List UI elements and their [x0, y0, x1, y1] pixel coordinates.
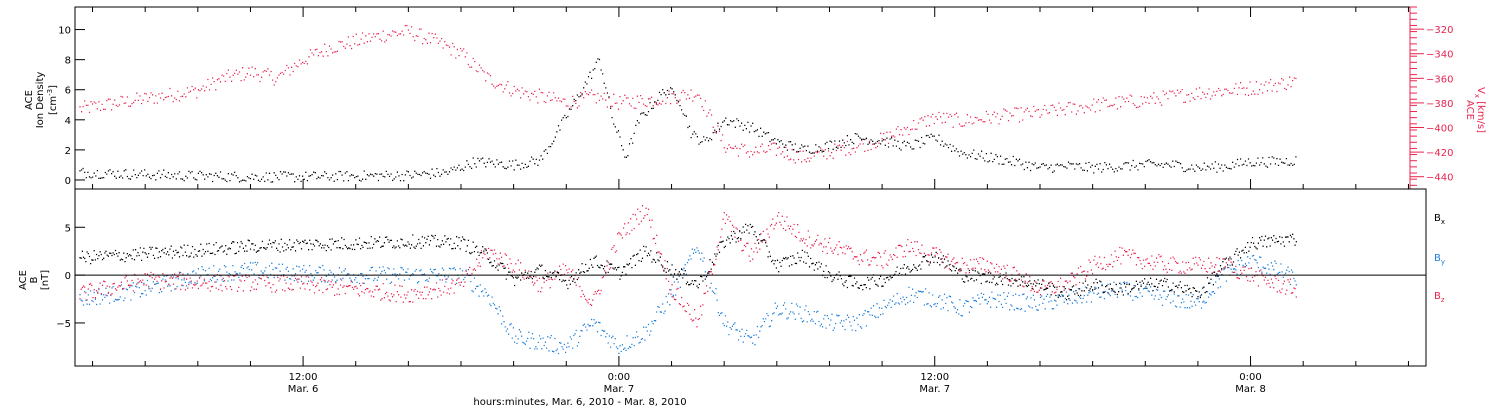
density-axis-label-line1: ACE — [24, 90, 35, 110]
density-points — [79, 58, 1297, 183]
density-tick-label: 0 — [65, 176, 71, 187]
vx-tick-label: −340 — [1426, 50, 1453, 61]
legend-by-sub: y — [1441, 258, 1445, 266]
vx-label-v: V — [1475, 87, 1486, 94]
top-panel-frame — [74, 6, 1411, 190]
density-axis-label-line2: Ion Density — [35, 72, 46, 129]
by-points — [79, 247, 1297, 355]
time-tick-label: 0:00 — [608, 372, 630, 383]
density-tick-label: 10 — [58, 26, 71, 37]
density-axis: 0 2 4 6 8 10 — [58, 26, 85, 187]
density-tick-label: 6 — [65, 86, 71, 97]
time-tick-date-label: Mar. 6 — [288, 384, 319, 395]
bz-series — [79, 205, 1297, 328]
legend: Bx By Bz — [1434, 213, 1445, 304]
b-axis-label-line1: ACE — [18, 270, 29, 290]
vx-tick-label: −400 — [1426, 124, 1453, 135]
legend-bz-b: B — [1434, 291, 1441, 302]
bx-points — [79, 223, 1297, 301]
bx-series — [79, 223, 1297, 301]
vx-tick-label: −440 — [1426, 173, 1453, 184]
vx-label-subscript: x — [1473, 94, 1481, 98]
legend-bx-sub: x — [1441, 218, 1445, 226]
x-axis-label: hours:minutes, Mar. 6, 2010 - Mar. 8, 20… — [473, 397, 686, 408]
legend-bx: Bx — [1434, 213, 1445, 226]
vx-series — [79, 24, 1297, 164]
magnetic-field-panel: 5 0 −5 ACE B [nT] Bx By Bz — [18, 188, 1445, 367]
density-unit-open: [cm — [48, 96, 59, 115]
vx-points — [79, 24, 1297, 164]
vx-axis-label-line2: Vx [km/s] — [1473, 87, 1486, 133]
top-series-group — [79, 24, 1297, 183]
vx-tick-label: −420 — [1426, 148, 1453, 159]
time-tick-label: 0:00 — [1239, 372, 1261, 383]
time-tick-date-label: Mar. 7 — [919, 384, 950, 395]
legend-by: By — [1434, 253, 1445, 266]
density-tick-label: 8 — [65, 56, 71, 67]
density-series — [79, 58, 1297, 183]
legend-bx-b: B — [1434, 213, 1441, 224]
bottom-series-group — [79, 205, 1297, 355]
time-tick-date-label: Mar. 8 — [1235, 384, 1266, 395]
bz-points — [79, 205, 1297, 328]
bottom-panel-frame — [74, 188, 1427, 367]
time-tick-label: 12:00 — [920, 372, 949, 383]
b-axis: 5 0 −5 — [56, 223, 85, 330]
vx-tick-label: −380 — [1426, 99, 1453, 110]
vx-axis: −320 −340 −360 −380 −400 −420 −440 — [1409, 6, 1453, 189]
vx-tick-label: −320 — [1426, 25, 1453, 36]
time-tick-date-label: Mar. 7 — [604, 384, 635, 395]
ion-density-vx-panel: 0 2 4 6 8 10 −320 −340 −360 −380 −400 −420 −440 ACE… — [24, 6, 1486, 190]
vx-tick-label: −360 — [1426, 74, 1453, 85]
vx-axis-label-line1: ACE — [1464, 100, 1475, 120]
legend-bz-sub: z — [1441, 296, 1445, 304]
b-tick-label: 5 — [65, 223, 71, 234]
time-tick-label: 12:00 — [289, 372, 318, 383]
b-tick-label: 0 — [65, 271, 71, 282]
b-axis-label-line3: [nT] — [40, 270, 51, 290]
density-axis-label-line3: [cm-3] — [46, 85, 59, 115]
b-tick-label: −5 — [56, 319, 71, 330]
density-unit-exponent: -3 — [46, 89, 54, 96]
density-tick-label: 4 — [65, 116, 71, 127]
legend-bz: Bz — [1434, 291, 1445, 304]
legend-by-b: B — [1434, 253, 1441, 264]
by-series — [79, 247, 1297, 355]
density-tick-label: 2 — [65, 146, 71, 157]
density-unit-close: ] — [48, 85, 59, 89]
vx-label-unit: [km/s] — [1475, 98, 1486, 133]
b-axis-label-line2: B — [29, 276, 40, 283]
